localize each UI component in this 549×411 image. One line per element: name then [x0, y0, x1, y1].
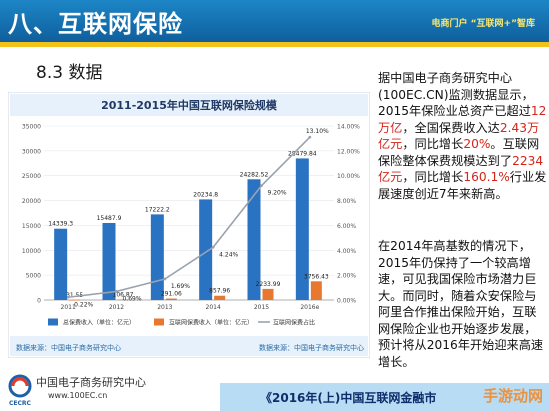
y2-tick-label: 12.00%	[337, 148, 360, 155]
label-internet-premium: 3756.43	[304, 273, 329, 280]
y-tick-label: 35000	[22, 124, 41, 131]
bar-total-premium	[54, 228, 68, 300]
x-tick-label: 2012	[109, 304, 124, 311]
y2-tick-label: 0.00%	[337, 298, 356, 305]
label-total-premium: 28479.84	[288, 150, 317, 157]
header-banner: 八、互联网保险 电商门户 “互联网+”智库	[0, 0, 549, 42]
x-tick-label: 2016e	[300, 304, 319, 311]
y2-tick-label: 2.00%	[337, 273, 356, 280]
y2-tick-label: 6.00%	[337, 223, 356, 230]
p1-text-i: ，同比增长	[402, 170, 464, 184]
label-total-premium: 24282.52	[240, 171, 269, 178]
p1-highlight-assets: 12万亿	[378, 104, 547, 135]
bar-internet-premium	[117, 299, 129, 301]
chart: 2011-2015年中国互联网保险规模 0 5000 10000 15000 20000…	[8, 92, 370, 358]
chart-title: 2011-2015年中国互联网保险规模	[101, 98, 278, 112]
chart-title-band	[10, 94, 368, 116]
cecrc-logo: CECRC 中国电子商务研究中心 www.100EC.cn	[8, 373, 168, 409]
label-internet-premium: 2233.99	[256, 281, 281, 288]
bar-internet-premium	[214, 295, 226, 300]
logo-url: www.100EC.cn	[48, 391, 108, 400]
x-tick-label: 2015	[254, 304, 269, 311]
x-tick-label: 2014	[206, 304, 221, 311]
bar-total-premium	[199, 199, 213, 300]
y-tick-label: 30000	[22, 148, 41, 155]
cecrc-logo-icon: CECRC	[8, 374, 32, 407]
chart-source-band	[10, 336, 368, 356]
chart-source-left: 数据来源：中国电子商务研究中心	[16, 343, 121, 352]
y-tick-label: 0	[37, 298, 41, 305]
point-internet-share	[66, 295, 70, 299]
bar-internet-premium	[69, 299, 81, 301]
logo-abbr: CECRC	[9, 400, 32, 407]
label-internet-share: 9.20%	[268, 190, 287, 197]
plot-area: 0 5000 10000 15000 20000 25000 30000 35000 0.00%…	[22, 124, 360, 312]
y2-tick-label: 4.00%	[337, 248, 356, 255]
label-total-premium: 15487.9	[97, 215, 122, 222]
label-total-premium: 20234.8	[193, 191, 218, 198]
p1-highlight-growth: 20%	[463, 137, 491, 151]
p1-text-k: 行业发展速度创近7年来新高。	[378, 170, 547, 201]
p1-highlight-internet-growth: 160.1%	[463, 170, 510, 184]
y2-tick-label: 14.00%	[337, 124, 360, 131]
label-internet-premium: 106.87	[113, 291, 134, 298]
x-tick-label: 2013	[157, 304, 172, 311]
point-internet-share	[163, 277, 167, 281]
report-title: 《2016年(上)中国互联网金融市	[260, 391, 437, 405]
legend-swatch	[48, 318, 58, 326]
bar-total-premium	[247, 179, 261, 300]
bar-total-premium	[295, 158, 309, 300]
label-internet-share: 1.69%	[171, 283, 190, 290]
bar-internet-premium	[262, 288, 274, 300]
label-internet-share: 0.69%	[123, 295, 142, 302]
x-tick-label: 2011	[61, 304, 76, 311]
p1-text-c: ，全国保费收入达	[402, 120, 500, 135]
bar-internet-premium	[310, 281, 322, 300]
label-total-premium: 14339.3	[48, 221, 73, 228]
line-internet-share	[68, 136, 311, 299]
header-tagline: 电商门户 “互联网+”智库	[431, 19, 535, 29]
p1-text-e: ，同比增长	[402, 137, 464, 151]
bar-total-premium	[150, 214, 164, 300]
y-tick-label: 15000	[22, 223, 41, 230]
legend-label: 互联网保费收入（单位：亿元）	[169, 319, 253, 327]
point-internet-share	[308, 135, 312, 139]
bar-total-premium	[102, 223, 116, 300]
bar-internet-premium	[165, 298, 177, 300]
label-internet-premium: 857.96	[209, 288, 230, 295]
label-internet-premium: 31.55	[66, 292, 83, 299]
label-internet-premium: 291.06	[161, 291, 182, 298]
label-internet-share: 4.24%	[219, 251, 238, 258]
report-bar: 《2016年(上)中国互联网金融市	[220, 383, 549, 411]
section-title: 8.3 数据	[36, 63, 103, 83]
y-tick-label: 20000	[22, 198, 41, 205]
legend-label: 总保费收入（单位：亿元）	[63, 319, 135, 327]
y2-tick-label: 10.00%	[337, 173, 360, 180]
header-stripe	[0, 42, 549, 47]
p1-highlight-internet-premium: 2234亿元	[378, 153, 544, 185]
y-tick-label: 5000	[26, 273, 41, 280]
p1-text-g: 。互联网保险整体保费规模达到了	[378, 137, 540, 168]
page-title: 八、互联网保险	[8, 10, 183, 38]
label-internet-share: 13.10%	[306, 128, 329, 135]
paragraph-2: 在2014年高基数的情况下，2015年仍保持了一个较高增速，可见我国保险市场潜力…	[378, 239, 544, 369]
legend-label: 互联网保费占比	[273, 319, 315, 327]
watermark: 手游动网	[482, 387, 543, 405]
label-internet-share: 0.22%	[74, 301, 93, 308]
y-tick-label: 25000	[22, 173, 41, 180]
point-internet-share	[211, 245, 215, 249]
chart-legend: 总保费收入（单位：亿元） 互联网保费收入（单位：亿元） 互联网保费占比	[48, 318, 315, 327]
point-internet-share	[260, 184, 263, 188]
chart-source-right: 数据来源：中国电子商务研究中心	[259, 343, 364, 352]
paragraph-1: 据中国电子商务研究中心(100EC.CN)监测数据显示，2015年保险业总资产已…	[378, 70, 548, 202]
p1-text-a: 据中国电子商务研究中心(100EC.CN)监测数据显示，2015年保险业总资产已…	[378, 71, 534, 118]
legend-swatch	[154, 318, 164, 326]
label-total-premium: 17222.2	[145, 206, 170, 213]
logo-name: 中国电子商务研究中心	[36, 376, 146, 389]
point-internet-share	[115, 290, 118, 293]
y2-tick-label: 8.00%	[337, 198, 356, 205]
y-tick-label: 10000	[22, 248, 41, 255]
p1-highlight-premium: 2.43万亿元	[378, 120, 540, 152]
